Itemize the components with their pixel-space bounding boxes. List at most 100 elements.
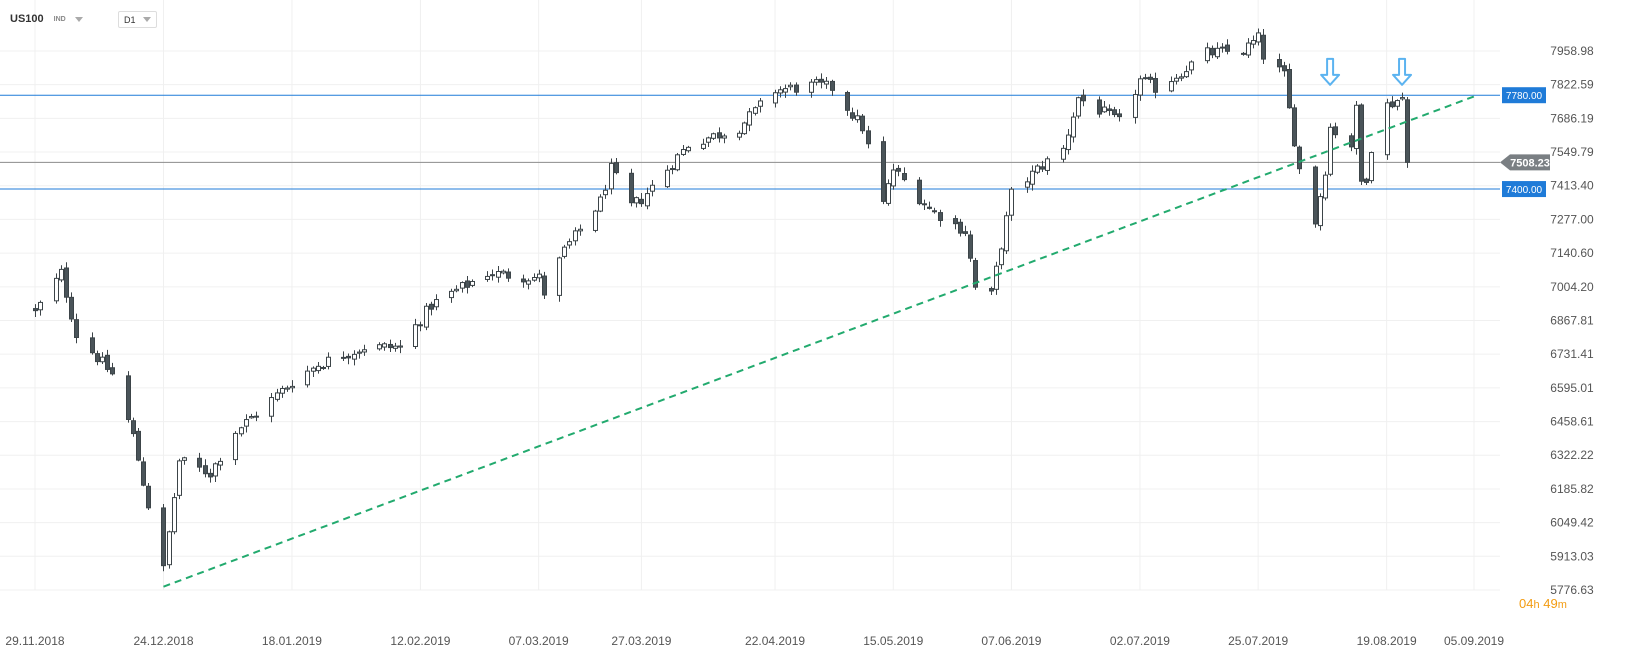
candle (424, 303, 429, 331)
candle-body (1153, 78, 1158, 93)
candle (938, 209, 943, 227)
candle (521, 274, 526, 288)
candle-body (866, 130, 871, 145)
timeframe-selector[interactable]: D1 (118, 11, 157, 28)
horizontal-levels[interactable] (0, 94, 1500, 190)
level-price-tag: 7400.00 (1502, 181, 1546, 198)
candle-body (316, 365, 321, 372)
candle-body (742, 122, 747, 135)
candle-body (203, 465, 208, 475)
candlestick-series (33, 28, 1410, 572)
timer-minutes: 49 (1543, 596, 1558, 611)
price-axis[interactable]: 7958.98 7822.59 7686.19 7549.79 7413.40 7277.… (1550, 44, 1594, 597)
candle-body (1292, 107, 1297, 147)
candle (1133, 89, 1138, 124)
candle-body (233, 432, 238, 461)
candle-body (1354, 104, 1359, 150)
candle-body (485, 275, 490, 280)
candle (1256, 28, 1261, 46)
candle-body (1400, 97, 1405, 100)
candle-body (1225, 44, 1230, 52)
x-tick-label: 05.09.2019 (1444, 634, 1504, 648)
candle (902, 167, 907, 182)
candle (233, 431, 238, 465)
candle-body (465, 280, 470, 288)
x-tick-label: 15.05.2019 (863, 634, 923, 648)
candle (1035, 164, 1040, 175)
x-tick-label: 25.07.2019 (1228, 634, 1288, 648)
candle (1117, 109, 1122, 122)
candle (1261, 28, 1266, 64)
candle (953, 215, 958, 230)
candle-body (177, 460, 182, 496)
time-axis[interactable]: 29.11.2018 24.12.2018 18.01.2019 12.02.2019… (5, 634, 1504, 648)
candle (686, 145, 691, 153)
y-tick-label: 7958.98 (1550, 44, 1594, 58)
candle (269, 392, 274, 423)
x-tick-label: 27.03.2019 (611, 634, 671, 648)
candle (886, 179, 891, 206)
candle-body (845, 91, 850, 111)
candle-body (526, 280, 531, 285)
candle-body (218, 460, 223, 466)
candle (413, 318, 418, 349)
candle (845, 90, 850, 116)
candle-body (454, 288, 459, 292)
candle (917, 177, 922, 206)
current-price-tag-bg (1500, 154, 1550, 171)
x-tick-label: 07.03.2019 (509, 634, 569, 648)
candle-body (33, 308, 38, 312)
candle (1333, 122, 1338, 139)
candle (460, 281, 465, 293)
candle (1251, 35, 1256, 49)
candle (326, 352, 331, 370)
candle-body (567, 241, 572, 246)
candle-body (830, 80, 835, 91)
trendline[interactable] (163, 95, 1475, 588)
candle-body (136, 430, 141, 461)
candle-body (326, 356, 331, 367)
candle (1004, 211, 1009, 255)
candle (850, 107, 855, 121)
candle-body (737, 132, 742, 138)
candle (593, 209, 598, 233)
candle (1030, 165, 1035, 191)
candle (254, 411, 259, 422)
candle (305, 365, 310, 388)
candle-body (141, 461, 146, 486)
candle (1354, 101, 1359, 155)
candle-body (1333, 126, 1338, 136)
candle-body (1246, 42, 1251, 56)
x-tick-label: 12.02.2019 (390, 634, 450, 648)
candle (1364, 177, 1369, 185)
candle (434, 294, 439, 311)
candle (69, 292, 74, 322)
candle (830, 79, 835, 96)
candle (1405, 96, 1410, 168)
candle-body (609, 162, 614, 190)
candle-body (963, 231, 968, 234)
candle-body (973, 260, 978, 288)
candle-body (1030, 170, 1035, 185)
x-tick-label: 02.07.2019 (1110, 634, 1170, 648)
candle (285, 385, 290, 392)
y-tick-label: 7822.59 (1550, 78, 1594, 92)
candle (1297, 145, 1302, 175)
candle-body (290, 385, 295, 389)
candle-body (953, 218, 958, 225)
candle-body (753, 107, 758, 114)
candle-body (537, 273, 542, 279)
candle (105, 349, 110, 373)
arrow-annotations[interactable] (1320, 57, 1413, 86)
instrument-selector[interactable]: US100 IND (10, 10, 83, 28)
candle (1400, 92, 1405, 101)
candle (1395, 99, 1400, 111)
candle-body (701, 143, 706, 149)
candle-body (1215, 47, 1220, 58)
instrument-type-label: IND (53, 15, 66, 23)
candle (1359, 103, 1364, 186)
candle (896, 164, 901, 177)
candle (1328, 123, 1333, 177)
candle (95, 350, 100, 366)
